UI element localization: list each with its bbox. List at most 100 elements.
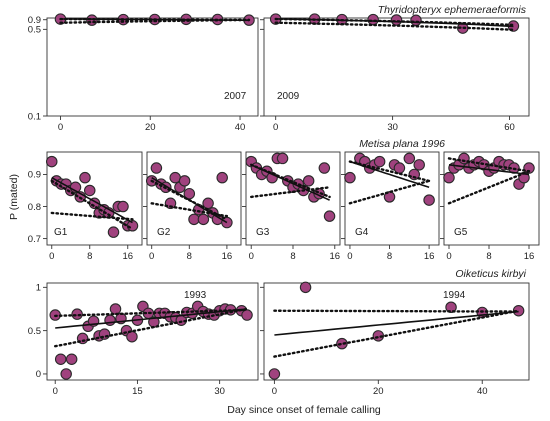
lower-bound-line	[447, 169, 531, 205]
x-tick-label: 0	[149, 251, 154, 262]
panel-frame	[443, 151, 540, 246]
panel-2007: 0 20 40 0.1 0.50.9 2007	[28, 13, 259, 133]
data-point	[45, 155, 58, 168]
x-tick-label: 20	[145, 122, 156, 133]
lower-bound-line	[249, 186, 331, 199]
data-point	[183, 187, 196, 200]
y-tick-label: 0.1	[28, 111, 41, 122]
data-point	[373, 155, 386, 168]
y-tick-label: 0.9	[28, 170, 41, 181]
data-point	[202, 197, 214, 210]
fit-line	[349, 160, 430, 189]
data-point	[344, 171, 356, 184]
panel-label: G2	[157, 227, 171, 238]
data-point	[178, 175, 191, 187]
panel-label: G3	[256, 227, 270, 238]
data-point	[104, 314, 116, 326]
panel-1993: 0 15 30 0 0.5 1 1993	[28, 282, 259, 397]
data-point	[241, 309, 253, 321]
x-tick-label: 30	[387, 122, 398, 133]
fit-line	[274, 310, 519, 336]
data-point	[109, 303, 122, 315]
lower-bound-line	[273, 309, 520, 358]
fit-line	[275, 18, 514, 28]
data-point	[410, 14, 422, 27]
x-tick-label: 0	[272, 386, 277, 397]
x-tick-label: 40	[235, 122, 246, 133]
data-point	[188, 213, 200, 226]
x-tick-label: 8	[290, 251, 295, 262]
fit-line	[51, 176, 133, 224]
x-tick-label: 15	[132, 386, 143, 397]
data-point	[197, 213, 210, 226]
data-point	[403, 152, 416, 165]
y-tick-label: 0.8	[28, 202, 41, 213]
panel-label: G4	[355, 227, 369, 238]
fit-line	[250, 164, 330, 201]
lower-bound-line	[50, 211, 134, 221]
data-point	[107, 226, 120, 238]
data-point	[54, 353, 67, 365]
data-point	[84, 184, 96, 197]
panel-frame	[263, 17, 530, 117]
data-point	[445, 301, 457, 313]
panel-1994: 0 20 40 1994	[260, 281, 530, 397]
data-point	[60, 368, 72, 380]
data-point	[71, 308, 83, 320]
data-point	[169, 171, 181, 184]
y-tick-label: 0.9	[28, 15, 41, 26]
data-point	[336, 337, 348, 350]
group-title-oiketicus: Oiketicus kirbyi	[455, 268, 526, 280]
upper-bound-line	[50, 179, 134, 231]
x-tick-label: 0	[446, 251, 451, 262]
x-tick-label: 8	[87, 251, 92, 262]
panel-label: 2007	[224, 91, 247, 102]
data-point	[390, 14, 403, 26]
x-tick-label: 40	[477, 386, 488, 397]
data-point	[79, 171, 91, 184]
x-tick-label: 0	[49, 251, 54, 262]
group-title-metisa: Metisa plana 1996	[359, 138, 445, 150]
data-point	[523, 162, 535, 174]
y-tick-label: 0	[36, 369, 41, 380]
panel-g2: 0 8 16 G2	[143, 151, 242, 262]
lower-bound-line	[348, 179, 431, 205]
panel-2009: 0 30 60 2009	[260, 13, 530, 133]
x-tick-label: 0	[53, 386, 58, 397]
panel-g1: 0 8 16 0.7 0.8 0.9 G1	[28, 151, 143, 262]
x-tick-label: 8	[187, 251, 192, 262]
x-tick-label: 0	[347, 251, 352, 262]
fit-line	[55, 308, 248, 329]
x-tick-label: 0	[58, 122, 63, 133]
data-point	[276, 152, 289, 165]
panel-frame	[146, 151, 242, 246]
panel-frame	[46, 151, 143, 246]
data-point	[323, 210, 336, 222]
y-tick-label: 0.5	[28, 326, 41, 337]
x-tick-label: 16	[424, 251, 435, 262]
data-point	[150, 162, 163, 174]
data-point	[443, 171, 455, 184]
fit-line	[151, 177, 228, 224]
panel-g4: 0 8 16 G4	[341, 151, 440, 262]
upper-bound-line	[54, 308, 249, 318]
x-tick-label: 8	[486, 251, 491, 262]
panel-frame	[263, 282, 530, 381]
x-tick-label: 60	[504, 122, 515, 133]
x-tick-label: 16	[122, 251, 133, 262]
data-point	[413, 159, 425, 171]
group-title-thyridopteryx: Thyridopteryx ephemeraeformis	[378, 4, 527, 16]
data-point	[299, 281, 312, 294]
panel-g3: 0 8 16 G3	[242, 151, 341, 262]
panel-label: 1994	[443, 290, 466, 301]
y-tick-label: 0.5	[28, 25, 41, 36]
x-tick-label: 16	[524, 251, 535, 262]
data-point	[117, 200, 129, 213]
upper-bound-line	[447, 157, 531, 173]
x-tick-label: 0	[273, 122, 278, 133]
y-tick-label: 0.7	[28, 234, 41, 245]
x-tick-label: 30	[214, 386, 225, 397]
data-point	[65, 353, 78, 365]
